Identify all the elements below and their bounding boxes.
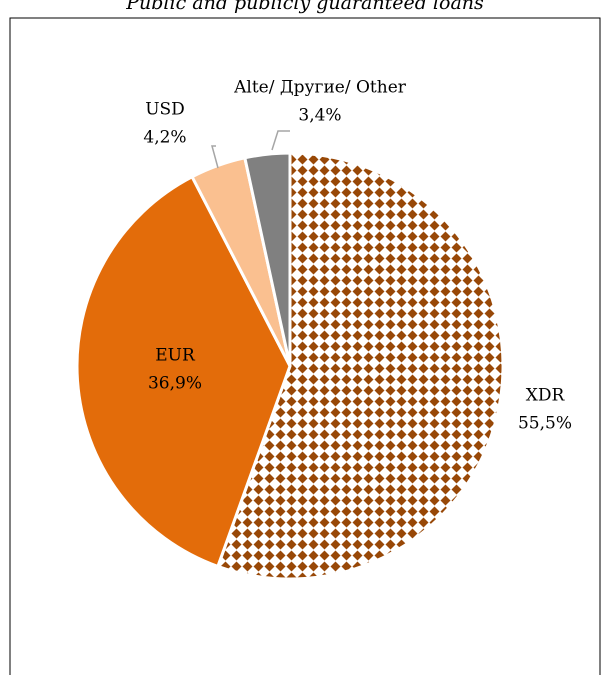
slice-label-name: Alte/ Другие/ Other [233,78,407,98]
slice-label-name: USD [145,100,185,120]
leader-line [271,130,290,151]
slice-label-value: 4,2% [143,128,186,148]
slice-label-value: 36,9% [148,374,202,394]
pie-slice [243,151,292,367]
frame [9,17,601,675]
slice-label-name: XDR [526,386,566,406]
slice-label-name: EUR [155,346,196,366]
pie-slice [75,174,292,569]
slice-label-value: 55,5% [518,414,572,434]
leader-line [211,145,219,169]
chart-title: Public and publicly guaranteed loans [125,0,484,14]
pie-slice [215,151,505,581]
slice-label-value: 3,4% [298,106,341,126]
